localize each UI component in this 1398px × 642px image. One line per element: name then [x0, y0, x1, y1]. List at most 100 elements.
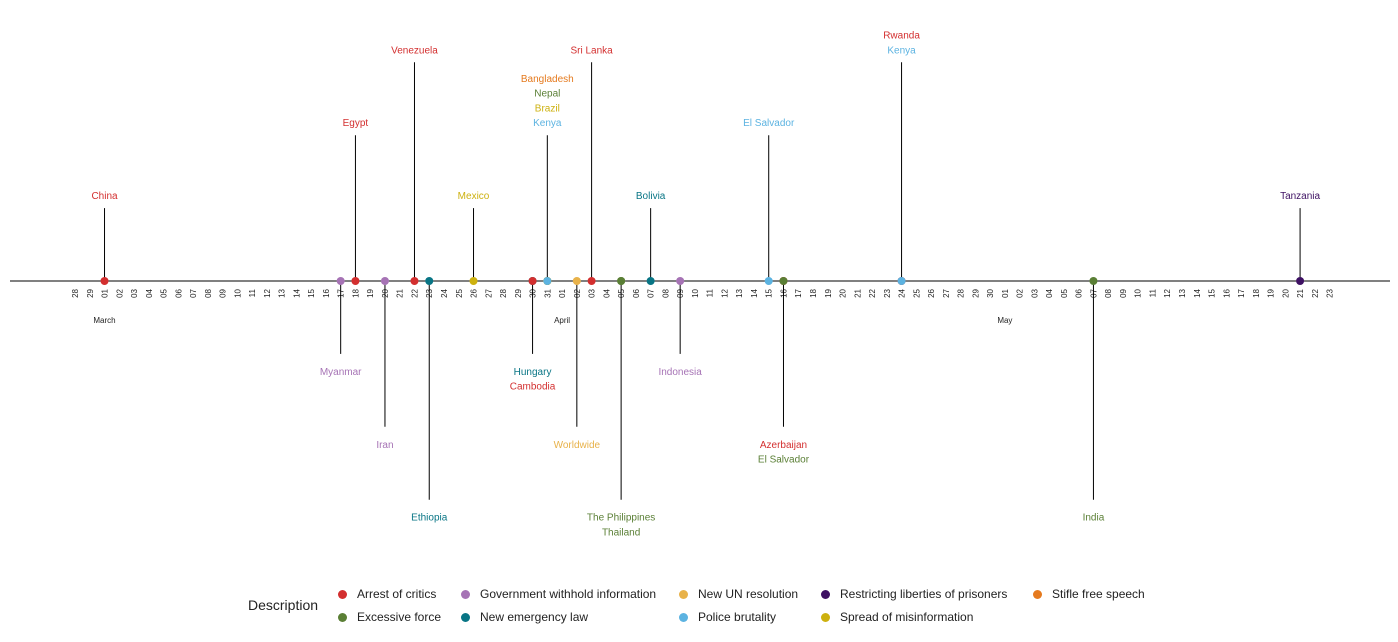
legend-swatch [679, 590, 688, 599]
day-tick-label: 28 [71, 288, 80, 297]
day-tick-label: 14 [292, 288, 301, 297]
month-label: March [93, 316, 115, 325]
event-point [764, 277, 773, 285]
legend-label: Spread of misinformation [840, 610, 974, 624]
day-tick-label: 24 [898, 288, 907, 297]
event-label: Venezuela [391, 45, 438, 56]
event-label: Egypt [343, 118, 369, 129]
event-label: Hungary [514, 367, 552, 378]
day-tick-label: 04 [1045, 288, 1054, 297]
day-tick-label: 11 [1148, 288, 1157, 297]
day-tick-label: 17 [1237, 288, 1246, 297]
day-tick-label: 22 [1311, 288, 1320, 297]
event-point [646, 277, 655, 285]
legend-label: New emergency law [480, 610, 589, 624]
event-label: Nepal [534, 89, 560, 100]
event-label: Iran [376, 440, 393, 451]
legend-label: Police brutality [698, 610, 777, 624]
day-tick-label: 04 [602, 288, 611, 297]
day-tick-label: 12 [263, 288, 272, 297]
day-tick-label: 23 [1326, 288, 1335, 297]
day-tick-label: 12 [1163, 288, 1172, 297]
event-point [380, 277, 389, 285]
day-tick-label: 03 [1030, 288, 1039, 297]
day-tick-label: 18 [1252, 288, 1261, 297]
day-tick-label: 08 [204, 288, 213, 297]
day-tick-label: 29 [514, 288, 523, 297]
legend-swatch [461, 590, 470, 599]
event-label: The Philippines [587, 513, 655, 524]
legend-item: Government withhold information [461, 587, 656, 601]
legend-item: Spread of misinformation [821, 610, 973, 624]
day-tick-label: 15 [765, 288, 774, 297]
legend-label: Excessive force [357, 610, 442, 624]
legend-item: Stifle free speech [1033, 587, 1145, 601]
day-tick-label: 03 [130, 288, 139, 297]
day-tick-label: 19 [824, 288, 833, 297]
day-tick-label: 19 [366, 288, 375, 297]
day-tick-label: 01 [558, 288, 567, 297]
event-point [572, 277, 581, 285]
legend: Description Arrest of critics Excessive f… [248, 585, 1248, 631]
day-tick-label: 14 [1193, 288, 1202, 297]
day-tick-label: 06 [174, 288, 183, 297]
event-point [425, 277, 434, 285]
event-label: Worldwide [554, 440, 601, 451]
legend-swatch [679, 613, 688, 622]
day-tick-label: 25 [455, 288, 464, 297]
day-tick-label: 13 [735, 288, 744, 297]
event-label: Mexico [458, 191, 490, 202]
day-tick-label: 05 [1060, 288, 1069, 297]
legend-swatch [821, 613, 830, 622]
day-tick-label: 02 [1016, 288, 1025, 297]
day-tick-label: 11 [248, 288, 257, 297]
event-label: Tanzania [1280, 191, 1320, 202]
event-point [469, 277, 478, 285]
month-label: May [997, 316, 1012, 325]
month-label: April [554, 316, 570, 325]
day-tick-label: 23 [883, 288, 892, 297]
legend-label: Stifle free speech [1052, 587, 1145, 601]
legend-title: Description [248, 597, 319, 613]
day-tick-label: 08 [1104, 288, 1113, 297]
day-tick-label: 01 [1001, 288, 1010, 297]
day-tick-label: 09 [219, 288, 228, 297]
day-tick-label: 26 [470, 288, 479, 297]
day-tick-label: 28 [499, 288, 508, 297]
event-label: Kenya [533, 118, 562, 129]
event-point [351, 277, 360, 285]
legend-label: Restricting liberties of prisoners [840, 587, 1008, 601]
event-label: Sri Lanka [570, 45, 613, 56]
day-tick-label: 24 [440, 288, 449, 297]
event-label: Kenya [887, 45, 916, 56]
day-tick-label: 17 [794, 288, 803, 297]
event-label: Indonesia [658, 367, 702, 378]
event-label: Cambodia [510, 382, 556, 393]
day-tick-label: 07 [189, 288, 198, 297]
legend-item: Police brutality [679, 610, 776, 624]
day-tick-label: 01 [101, 288, 110, 297]
event-point [1089, 277, 1098, 285]
day-tick-label: 15 [1208, 288, 1217, 297]
day-tick-label: 20 [839, 288, 848, 297]
day-tick-label: 28 [957, 288, 966, 297]
legend-item: Excessive force [338, 610, 441, 624]
day-tick-label: 21 [853, 288, 862, 297]
event-point [676, 277, 685, 285]
day-tick-label: 30 [986, 288, 995, 297]
event-label: Bolivia [636, 191, 666, 202]
day-tick-label: 29 [86, 288, 95, 297]
event-label: India [1083, 513, 1105, 524]
event-point [779, 277, 788, 285]
event-label: El Salvador [758, 455, 810, 466]
event-label: El Salvador [743, 118, 795, 129]
day-tick-label: 07 [647, 288, 656, 297]
day-tick-label: 10 [233, 288, 242, 297]
day-tick-label: 03 [588, 288, 597, 297]
event-point [100, 277, 109, 285]
legend-swatch [338, 613, 347, 622]
day-tick-label: 18 [809, 288, 818, 297]
day-tick-label: 05 [160, 288, 169, 297]
event-label: Bangladesh [521, 74, 574, 85]
